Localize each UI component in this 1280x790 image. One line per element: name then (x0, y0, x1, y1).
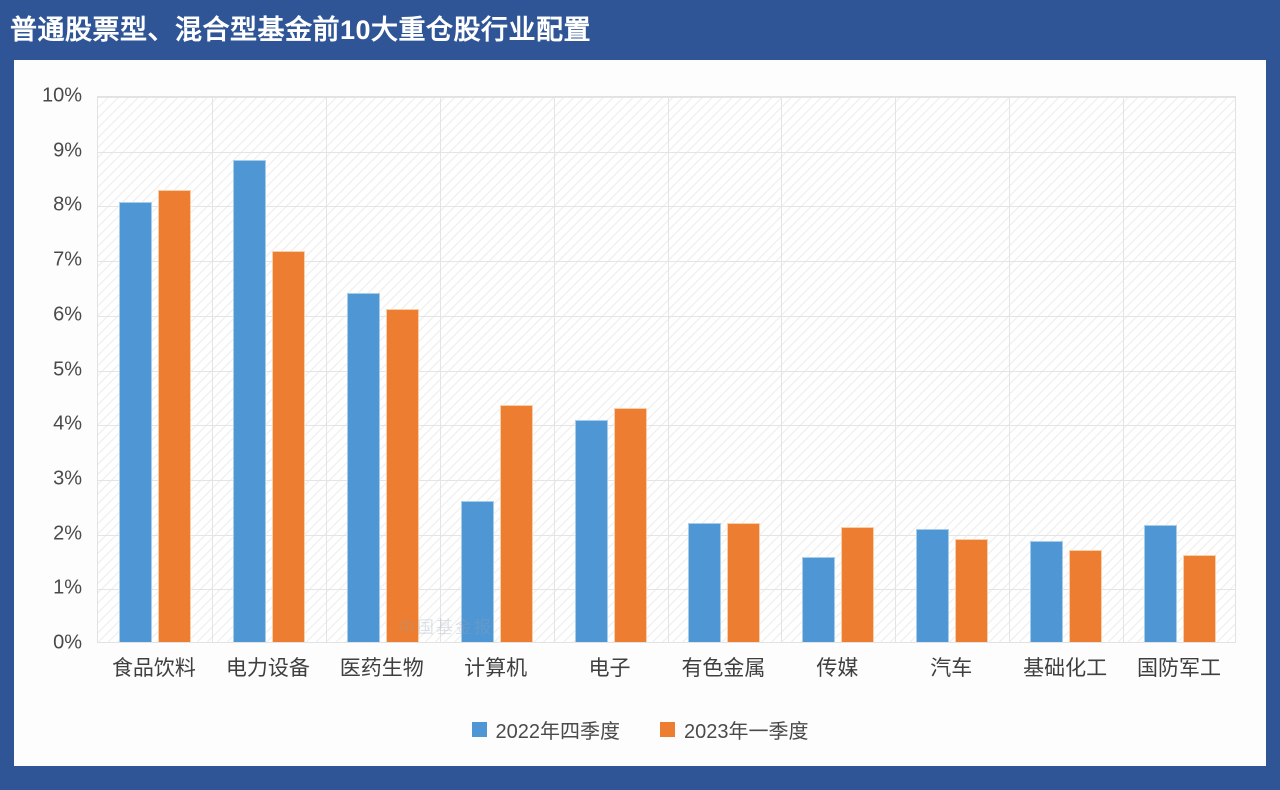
bar (460, 500, 494, 642)
bar (841, 526, 875, 642)
gridline-vertical (554, 97, 555, 642)
gridline-vertical (1123, 97, 1124, 642)
bar (613, 408, 647, 642)
x-axis: 食品饮料 电力设备 医药生物 计算机 电子 有色金属 传媒 汽车 基础化工 国防军工 (97, 652, 1236, 692)
bar (1030, 540, 1064, 642)
bar-group (98, 97, 212, 642)
gridline-horizontal (98, 97, 1235, 98)
y-axis: 10% 9% 8% 7% 6% 5% 4% 3% 2% 1% 0% (14, 85, 92, 654)
legend-swatch-2023q1 (660, 722, 675, 737)
y-axis-tick-label: 3% (53, 467, 82, 490)
gridline-vertical (781, 97, 782, 642)
legend-item[interactable]: 2023年一季度 (660, 715, 809, 744)
bar (1144, 524, 1178, 642)
title-bar: 普通股票型、混合型基金前10大重仓股行业配置 (0, 0, 1280, 60)
legend: 2022年四季度 2023年一季度 (14, 715, 1266, 744)
bar (385, 309, 419, 642)
plot-wrapper: 10% 9% 8% 7% 6% 5% 4% 3% 2% 1% 0% 中国基金报 食品饮料 电力设备 医药… (14, 60, 1266, 766)
gridline-horizontal (98, 206, 1235, 208)
x-axis-tick-label: 有色金属 (681, 657, 766, 680)
gridline-horizontal (98, 151, 1235, 153)
y-axis-tick-label: 4% (53, 412, 82, 435)
y-axis-tick-label: 7% (53, 248, 82, 271)
page-title: 普通股票型、混合型基金前10大重仓股行业配置 (10, 14, 592, 45)
gridline-vertical (212, 97, 213, 642)
y-axis-tick-label: 5% (53, 358, 82, 380)
y-axis-tick-label: 8% (53, 193, 82, 216)
bar (1069, 550, 1103, 642)
legend-swatch-2022q4 (471, 722, 487, 737)
bar (346, 293, 380, 642)
x-axis-tick-label: 基础化工 (1023, 657, 1108, 680)
bar-series-container (98, 97, 1235, 642)
gridline-horizontal (98, 589, 1235, 591)
bar-group (212, 97, 326, 642)
gridline-horizontal (98, 534, 1235, 536)
bar-group (781, 97, 895, 642)
bar-group (668, 97, 782, 642)
bar (955, 538, 989, 642)
gridline-horizontal (98, 425, 1235, 427)
x-axis-tick-label: 传媒 (816, 657, 859, 680)
x-axis-tick-label: 计算机 (464, 657, 528, 680)
gridline-vertical (895, 97, 896, 642)
gridline-vertical (1009, 97, 1010, 642)
gridline-horizontal (98, 479, 1235, 481)
bar-group (554, 97, 668, 642)
x-axis-tick-label: 食品饮料 (111, 657, 196, 680)
bar (802, 556, 836, 642)
x-axis-tick-label: 国防军工 (1137, 657, 1222, 680)
y-axis-tick-label: 10% (41, 84, 82, 107)
bar (688, 522, 722, 642)
gridline-vertical (668, 97, 669, 642)
bar (574, 420, 608, 642)
bar-group (895, 97, 1009, 642)
plot-area: 中国基金报 (97, 96, 1236, 643)
gridline-horizontal (98, 315, 1235, 317)
bar (157, 189, 191, 642)
y-axis-tick-label: 0% (53, 631, 82, 654)
y-axis-tick-label: 6% (53, 303, 82, 326)
x-axis-tick-label: 电力设备 (225, 657, 310, 680)
gridline-horizontal (98, 261, 1235, 263)
chart-panel: 10% 9% 8% 7% 6% 5% 4% 3% 2% 1% 0% 中国基金报 食品饮料 电力设备 医药… (14, 60, 1266, 766)
gridline-horizontal (98, 370, 1235, 372)
bar (1183, 555, 1217, 642)
gridline-vertical (440, 97, 441, 642)
bar-group (440, 97, 554, 642)
y-axis-tick-label: 1% (53, 576, 82, 599)
watermark-text: 中国基金报 (398, 618, 493, 637)
bar (271, 250, 305, 642)
bar-group (1009, 97, 1123, 642)
bar (499, 405, 533, 642)
bar (232, 159, 266, 642)
legend-item[interactable]: 2022年四季度 (471, 715, 621, 744)
y-axis-tick-label: 2% (53, 522, 82, 545)
bar (727, 522, 761, 642)
bar-group (326, 97, 440, 642)
legend-item-label: 2022年四季度 (495, 721, 621, 743)
x-axis-tick-label: 汽车 (930, 657, 973, 680)
y-axis-tick-label: 9% (53, 139, 82, 162)
bar (916, 528, 950, 642)
gridline-vertical (326, 97, 327, 642)
x-axis-tick-label: 医药生物 (339, 657, 424, 680)
legend-item-label: 2023年一季度 (684, 721, 809, 743)
bar (118, 201, 152, 642)
bar-group (1123, 97, 1235, 642)
x-axis-tick-label: 电子 (588, 657, 631, 680)
